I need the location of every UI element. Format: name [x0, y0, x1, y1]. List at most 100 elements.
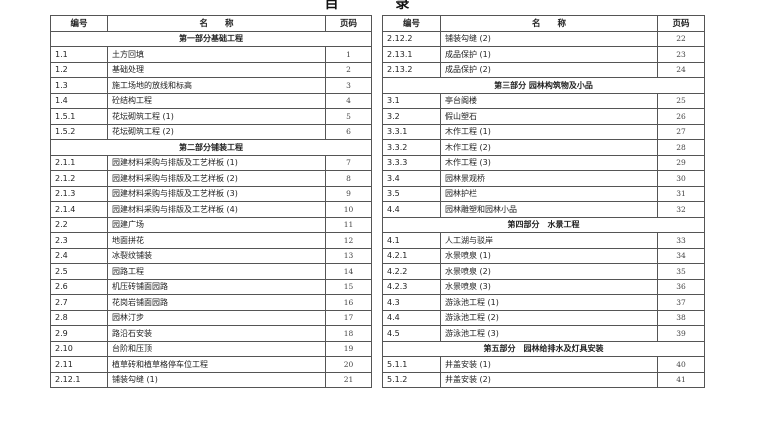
- entry-name: 木作工程 (2): [440, 139, 658, 156]
- toc-row: 3.3.3 木作工程 (3) 29: [382, 154, 705, 171]
- entry-name: 游泳池工程 (1): [440, 294, 658, 311]
- section-row: 第一部分基础工程: [50, 30, 372, 47]
- toc-row: 2.11 植草砖和植草格停车位工程 20: [50, 356, 372, 373]
- entry-name: 井盖安装 (2): [440, 371, 658, 388]
- entry-page: 23: [657, 46, 705, 63]
- entry-page: 5: [325, 108, 372, 125]
- toc-row: 2.1.4 园建材料采购与排版及工艺样板 (4) 10: [50, 201, 372, 218]
- entry-page: 15: [325, 278, 372, 295]
- page-title: 目 录: [324, 0, 436, 12]
- entry-id: 2.1.1: [50, 154, 108, 171]
- entry-name: 铺装勾缝 (1): [107, 371, 326, 388]
- toc-row: 2.7 花岗岩铺面园路 16: [50, 294, 372, 311]
- entry-name: 园林护栏: [440, 185, 658, 202]
- entry-name: 土方回填: [107, 46, 326, 63]
- toc-row: 4.3 游泳池工程 (1) 37: [382, 294, 705, 311]
- entry-page: 33: [657, 232, 705, 249]
- entry-name: 亭台阁楼: [440, 92, 658, 109]
- toc-row: 3.5 园林护栏 31: [382, 185, 705, 202]
- entry-id: 3.4: [382, 170, 441, 187]
- entry-name: 台阶和压顶: [107, 340, 326, 357]
- entry-id: 5.1.2: [382, 371, 441, 388]
- entry-id: 1.2: [50, 61, 108, 78]
- entry-id: 3.3.1: [382, 123, 441, 140]
- entry-id: 2.1.3: [50, 185, 108, 202]
- entry-page: 8: [325, 170, 372, 187]
- header-id: 编号: [50, 15, 108, 32]
- toc-row: 2.6 机压砖铺面园路 15: [50, 278, 372, 295]
- entry-name: 游泳池工程 (2): [440, 309, 658, 326]
- toc-row: 1.4 砼结构工程 4: [50, 92, 372, 109]
- toc-row: 1.5.1 花坛砌筑工程 (1) 5: [50, 108, 372, 125]
- entry-page: 30: [657, 170, 705, 187]
- entry-page: 10: [325, 201, 372, 218]
- section-row: 第五部分 园林给排水及灯具安装: [382, 340, 705, 357]
- entry-name: 木作工程 (3): [440, 154, 658, 171]
- entry-id: 4.4: [382, 309, 441, 326]
- entry-name: 水景喷泉 (1): [440, 247, 658, 264]
- section-title: 第二部分铺装工程: [50, 139, 372, 156]
- toc-row: 4.4 游泳池工程 (2) 38: [382, 309, 705, 326]
- header-page: 页码: [657, 15, 705, 32]
- entry-name: 游泳池工程 (3): [440, 325, 658, 342]
- toc-row: 2.12.2 铺装勾缝 (2) 22: [382, 30, 705, 47]
- toc-row: 2.12.1 铺装勾缝 (1) 21: [50, 371, 372, 388]
- section-title: 第一部分基础工程: [50, 30, 372, 47]
- entry-name: 路沿石安装: [107, 325, 326, 342]
- entry-name: 园林汀步: [107, 309, 326, 326]
- toc-row: 2.13.2 成品保护 (2) 24: [382, 61, 705, 78]
- entry-id: 3.1: [382, 92, 441, 109]
- entry-name: 园建广场: [107, 216, 326, 233]
- header-name: 名 称: [107, 15, 326, 32]
- toc-row: 2.10 台阶和压顶 19: [50, 340, 372, 357]
- toc-row: 4.2.3 水景喷泉 (3) 36: [382, 278, 705, 295]
- entry-name: 园建材料采购与排版及工艺样板 (2): [107, 170, 326, 187]
- header-id: 编号: [382, 15, 441, 32]
- entry-name: 园林景观桥: [440, 170, 658, 187]
- entry-name: 成品保护 (2): [440, 61, 658, 78]
- entry-name: 成品保护 (1): [440, 46, 658, 63]
- entry-page: 22: [657, 30, 705, 47]
- entry-name: 水景喷泉 (3): [440, 278, 658, 295]
- toc-row: 4.4 园林雕塑和园林小品 32: [382, 201, 705, 218]
- toc-row: 1.2 基础处理 2: [50, 61, 372, 78]
- entry-id: 2.1.2: [50, 170, 108, 187]
- section-row: 第二部分铺装工程: [50, 139, 372, 156]
- entry-id: 4.2.2: [382, 263, 441, 280]
- entry-id: 2.3: [50, 232, 108, 249]
- entry-page: 38: [657, 309, 705, 326]
- entry-page: 13: [325, 247, 372, 264]
- entry-page: 26: [657, 108, 705, 125]
- entry-page: 25: [657, 92, 705, 109]
- toc-row: 2.1.3 园建材料采购与排版及工艺样板 (3) 9: [50, 185, 372, 202]
- entry-id: 4.2.1: [382, 247, 441, 264]
- entry-name: 基础处理: [107, 61, 326, 78]
- toc-row: 1.5.2 花坛砌筑工程 (2) 6: [50, 123, 372, 140]
- entry-id: 2.13.2: [382, 61, 441, 78]
- entry-name: 砼结构工程: [107, 92, 326, 109]
- entry-name: 人工湖与驳岸: [440, 232, 658, 249]
- entry-id: 2.11: [50, 356, 108, 373]
- entry-id: 2.12.2: [382, 30, 441, 47]
- entry-name: 铺装勾缝 (2): [440, 30, 658, 47]
- entry-name: 木作工程 (1): [440, 123, 658, 140]
- toc-row: 2.9 路沿石安装 18: [50, 325, 372, 342]
- toc-row: 4.2.1 水景喷泉 (1) 34: [382, 247, 705, 264]
- entry-page: 35: [657, 263, 705, 280]
- entry-page: 32: [657, 201, 705, 218]
- entry-id: 4.5: [382, 325, 441, 342]
- entry-name: 花坛砌筑工程 (1): [107, 108, 326, 125]
- toc-row: 2.5 园路工程 14: [50, 263, 372, 280]
- entry-id: 1.5.1: [50, 108, 108, 125]
- entry-id: 1.4: [50, 92, 108, 109]
- entry-name: 花岗岩铺面园路: [107, 294, 326, 311]
- entry-name: 植草砖和植草格停车位工程: [107, 356, 326, 373]
- toc-table-left: 编号 名 称 页码 第一部分基础工程 1.1 土方回填 1 1.2 基础处理 2 1.3 施工场…: [50, 15, 372, 388]
- entry-name: 园建材料采购与排版及工艺样板 (4): [107, 201, 326, 218]
- entry-page: 9: [325, 185, 372, 202]
- toc-row: 4.5 游泳池工程 (3) 39: [382, 325, 705, 342]
- entry-name: 园林雕塑和园林小品: [440, 201, 658, 218]
- entry-id: 2.5: [50, 263, 108, 280]
- entry-page: 7: [325, 154, 372, 171]
- header-row: 编号 名 称 页码: [382, 15, 705, 32]
